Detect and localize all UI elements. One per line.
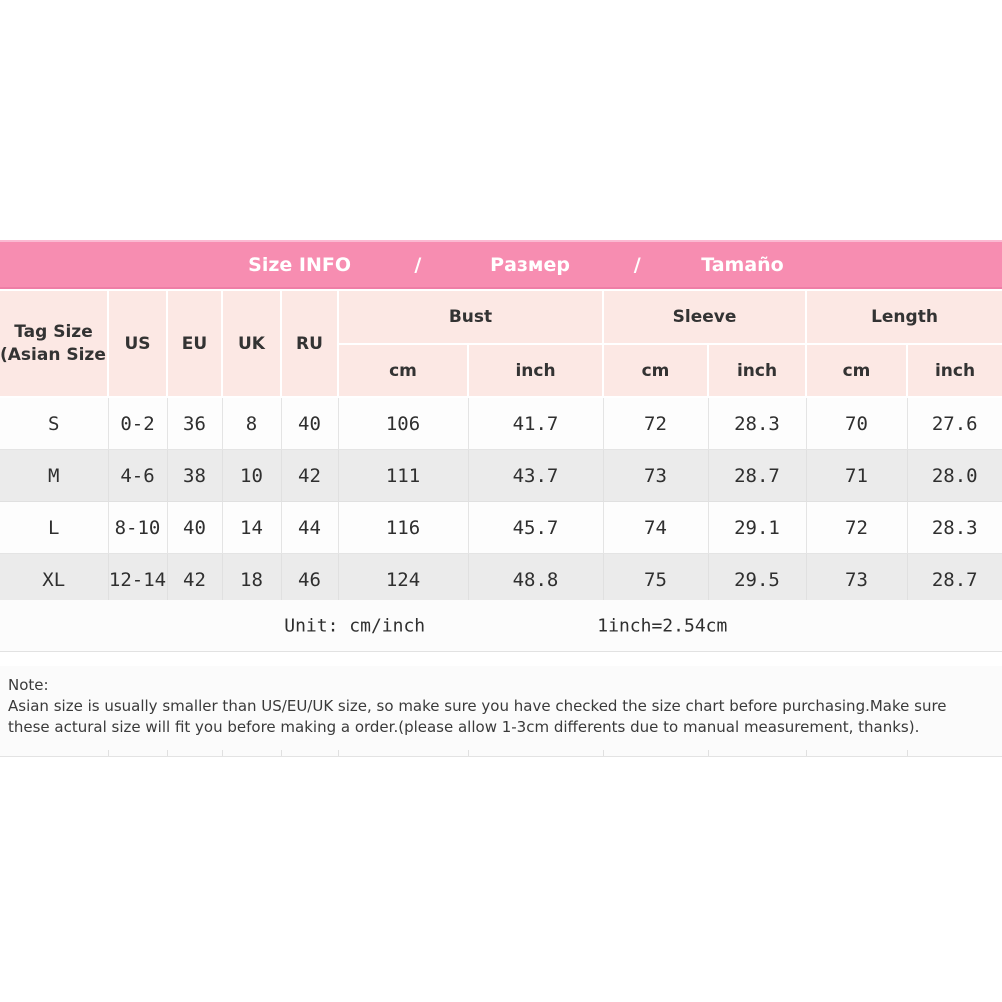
- header-sleeve-cm: cm: [602, 343, 709, 398]
- table-row-m: M 4-6 38 10 42 111 43.7 73 28.7 71 28.0: [0, 449, 1002, 502]
- cell-uk: 14: [221, 501, 282, 554]
- cell-ru: 46: [280, 553, 339, 606]
- cell-length-inch: 28.7: [906, 553, 1002, 606]
- cell-sleeve-inch: 28.7: [707, 449, 807, 502]
- cell-sleeve-inch: 29.1: [707, 501, 807, 554]
- cell-sleeve-inch: 28.3: [707, 396, 807, 450]
- banner-separator: /: [633, 253, 641, 276]
- cell-bust-cm: 111: [337, 449, 469, 502]
- cell-uk: 10: [221, 449, 282, 502]
- cell-uk: 8: [221, 396, 282, 450]
- note-text: Asian size is usually smaller than US/EU…: [8, 697, 947, 736]
- banner-title-es: Tamaño: [701, 253, 784, 276]
- size-info-banner: Size INFO / Размер / Tamaño: [0, 240, 1002, 289]
- cell-bust-cm: 124: [337, 553, 469, 606]
- note-label: Note:: [8, 676, 49, 694]
- cell-length-cm: 72: [805, 501, 908, 554]
- header-bust-cm: cm: [338, 343, 469, 398]
- cell-sleeve-cm: 75: [602, 553, 709, 606]
- cell-length-inch: 27.6: [906, 396, 1002, 450]
- column-tick-marks: [0, 750, 1002, 756]
- header-eu: EU: [166, 289, 223, 398]
- header-tag-size-line2: (Asian Size): [0, 344, 108, 365]
- header-length: Length: [805, 289, 1002, 345]
- banner-separator: /: [414, 253, 422, 276]
- size-table: Tag Size (Asian Size) US EU UK RU Bust S…: [0, 289, 1002, 606]
- header-tag-size-line1: Tag Size: [14, 322, 93, 343]
- header-bust: Bust: [337, 289, 604, 345]
- cell-length-cm: 73: [805, 553, 908, 606]
- cell-us: 0-2: [107, 396, 168, 450]
- cell-length-inch: 28.3: [906, 501, 1002, 554]
- cell-ru: 42: [280, 449, 339, 502]
- header-ru: RU: [280, 289, 339, 398]
- cell-bust-inch: 43.7: [467, 449, 604, 502]
- header-length-inch: inch: [906, 343, 1002, 398]
- header-us: US: [107, 289, 168, 398]
- unit-row: Unit: cm/inch 1inch=2.54cm: [0, 600, 1002, 652]
- header-tag-size: Tag Size (Asian Size): [0, 289, 109, 398]
- cell-bust-cm: 106: [337, 396, 469, 450]
- cell-sleeve-cm: 74: [602, 501, 709, 554]
- cell-ru: 40: [280, 396, 339, 450]
- header-uk: UK: [221, 289, 282, 398]
- cell-tag: S: [0, 396, 109, 450]
- cell-sleeve-cm: 73: [602, 449, 709, 502]
- note-block: Note: Asian size is usually smaller than…: [0, 666, 1002, 757]
- header-length-cm: cm: [805, 343, 908, 398]
- cell-bust-inch: 45.7: [467, 501, 604, 554]
- cell-bust-inch: 41.7: [467, 396, 604, 450]
- cell-bust-inch: 48.8: [467, 553, 604, 606]
- header-sleeve: Sleeve: [602, 289, 807, 345]
- cell-uk: 18: [221, 553, 282, 606]
- cell-eu: 42: [166, 553, 223, 606]
- cell-tag: XL: [0, 553, 109, 606]
- cell-ru: 44: [280, 501, 339, 554]
- cell-eu: 36: [166, 396, 223, 450]
- cell-tag: M: [0, 449, 109, 502]
- banner-title-en: Size INFO: [248, 253, 352, 276]
- cell-length-cm: 71: [805, 449, 908, 502]
- cell-us: 12-14: [107, 553, 168, 606]
- cell-bust-cm: 116: [337, 501, 469, 554]
- cell-us: 4-6: [107, 449, 168, 502]
- cell-length-inch: 28.0: [906, 449, 1002, 502]
- cell-us: 8-10: [107, 501, 168, 554]
- header-sleeve-inch: inch: [707, 343, 807, 398]
- cell-eu: 38: [166, 449, 223, 502]
- cell-length-cm: 70: [805, 396, 908, 450]
- table-row-xl: XL 12-14 42 18 46 124 48.8 75 29.5 73 28…: [0, 553, 1002, 606]
- unit-label: Unit: cm/inch: [284, 615, 426, 636]
- cell-tag: L: [0, 501, 109, 554]
- conversion-label: 1inch=2.54cm: [597, 615, 728, 636]
- cell-eu: 40: [166, 501, 223, 554]
- banner-title-ru: Размер: [490, 253, 570, 276]
- header-bust-inch: inch: [467, 343, 604, 398]
- cell-sleeve-cm: 72: [602, 396, 709, 450]
- table-row-s: S 0-2 36 8 40 106 41.7 72 28.3 70 27.6: [0, 396, 1002, 450]
- table-row-l: L 8-10 40 14 44 116 45.7 74 29.1 72 28.3: [0, 501, 1002, 554]
- cell-sleeve-inch: 29.5: [707, 553, 807, 606]
